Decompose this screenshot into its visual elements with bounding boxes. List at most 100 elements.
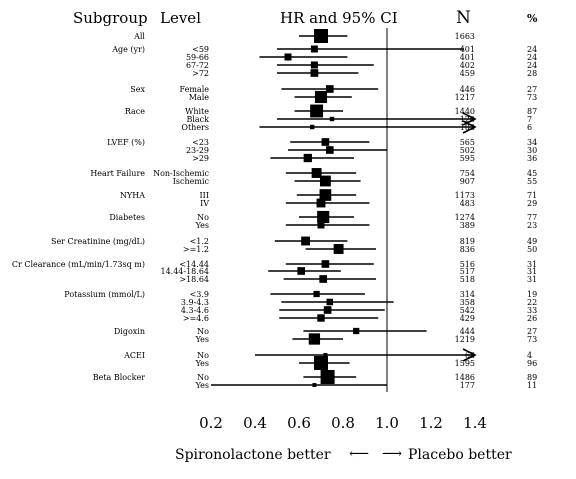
pct-value: 31 — [527, 260, 537, 269]
subgroup-label: Sex — [130, 85, 145, 94]
level-label: White — [185, 107, 209, 116]
pct-value: 55 — [527, 177, 537, 186]
forest-row: 4.3-4.6 542 33 — [181, 306, 537, 315]
hr-point — [321, 138, 330, 146]
subgroup-label: Age (yr) — [111, 45, 145, 54]
hr-point — [312, 383, 317, 387]
hr-point — [317, 221, 325, 229]
hr-point — [301, 236, 311, 246]
hr-point — [329, 116, 335, 122]
pct-value: 45 — [527, 169, 537, 178]
forest-row: Heart Failure Non-Ischemic 754 45 — [90, 168, 537, 178]
n-value: 754 — [460, 169, 475, 178]
forest-row: Yes 1219 73 — [195, 333, 537, 345]
subgroup-label: Diabetes — [109, 213, 145, 222]
hr-point — [314, 29, 328, 43]
hr-point — [317, 210, 330, 224]
hr-point — [284, 53, 292, 61]
pct-value: 28 — [527, 69, 537, 78]
pct-value: 19 — [527, 290, 537, 299]
n-value: 819 — [460, 237, 475, 246]
hr-point — [297, 267, 306, 275]
forest-row: >=4.6 429 26 — [183, 314, 537, 323]
forest-row: Race White 1440 87 — [125, 104, 537, 118]
pct-value: 7 — [527, 115, 532, 124]
forest-row: All 1663 — [133, 29, 475, 43]
subgroup-label: Cr Clearance (mL/min/1.73sq m) — [12, 260, 145, 269]
forest-row: Others1036 — [181, 120, 532, 134]
x-tick-label: 1.4 — [463, 414, 487, 432]
pct-value: 73 — [527, 335, 537, 344]
n-value: 565 — [460, 138, 475, 147]
pct-value: 33 — [527, 306, 537, 315]
effect-header: HR and 95% CI — [280, 9, 398, 27]
subgroup-label: Race — [125, 107, 145, 116]
level-label: <1.2 — [190, 237, 209, 246]
level-label: <59 — [192, 45, 209, 54]
hr-point — [333, 244, 344, 254]
hr-point — [317, 314, 325, 322]
level-label: 14.44-18.64 — [160, 267, 209, 276]
forest-row: Black1207 — [186, 112, 532, 126]
pct-value: 4 — [527, 351, 532, 360]
pct-header: % — [527, 12, 538, 25]
hr-point — [311, 168, 322, 178]
hr-point — [314, 90, 328, 104]
hr-point — [313, 290, 320, 298]
hr-point — [309, 124, 315, 130]
n-value: 444 — [460, 327, 475, 336]
forest-row: IV 483 29 — [200, 198, 537, 208]
n-value: 518 — [460, 275, 475, 284]
level-label: No — [197, 373, 209, 382]
level-label: III — [200, 191, 209, 200]
pct-value: 23 — [527, 221, 537, 230]
subgroup-label: NYHA — [120, 191, 145, 200]
level-label: <3.9 — [190, 290, 209, 299]
footer-left-arrow: ⟵ — [349, 446, 369, 462]
pct-value: 27 — [527, 327, 537, 336]
level-label: Non-Ischemic — [153, 169, 209, 178]
ci-arrow — [462, 120, 477, 134]
level-label: Yes — [195, 335, 209, 344]
n-value: 1663 — [455, 32, 475, 41]
pct-value: 89 — [527, 373, 537, 382]
hr-point — [323, 353, 328, 357]
forest-row: >18.64 518 31 — [179, 275, 537, 284]
footer-right-arrow: ⟶ — [382, 446, 402, 462]
level-label: Others — [181, 123, 209, 132]
hr-point — [314, 356, 328, 370]
n-value: 401 — [460, 53, 475, 62]
hr-point — [308, 333, 321, 345]
forest-row: >72 459 28 — [192, 69, 537, 78]
subgroup-label: Potassium (mmol/L) — [64, 290, 145, 299]
hr-point — [319, 175, 331, 187]
level-label: 67-72 — [186, 61, 209, 70]
subgroup-label: Beta Blocker — [93, 373, 145, 382]
forest-row: Ischemic 907 55 — [173, 175, 537, 187]
n-value: 358 — [460, 298, 475, 307]
level-label: 4.3-4.6 — [181, 306, 209, 315]
level-label: IV — [200, 199, 209, 208]
pct-value: 26 — [527, 314, 537, 323]
forest-row: Diabetes No 1274 77 — [109, 210, 537, 224]
hr-point — [353, 327, 360, 335]
level-label: >72 — [192, 69, 209, 78]
forest-row: Beta Blocker No 1486 89 — [93, 370, 537, 384]
forest-row: Male 1217 73 — [189, 90, 537, 104]
n-value: 429 — [460, 314, 475, 323]
n-value: 402 — [460, 61, 475, 70]
level-label: <23 — [192, 138, 209, 147]
hr-point — [319, 189, 332, 201]
n-value: 1173 — [455, 191, 475, 200]
pct-value: 29 — [527, 199, 537, 208]
subgroup-label: All — [133, 32, 145, 41]
footer-left-label: Spironolactone better — [175, 447, 331, 463]
forest-row: 14.44-18.64 517 31 — [160, 267, 537, 276]
n-value: 1219 — [455, 335, 475, 344]
forest-row: Yes 177 11 — [195, 381, 538, 390]
n-value: 1217 — [455, 93, 475, 102]
n-value: 1274 — [455, 213, 475, 222]
n-value: 401 — [460, 45, 475, 54]
pct-value: 27 — [527, 85, 537, 94]
level-label: No — [197, 351, 209, 360]
